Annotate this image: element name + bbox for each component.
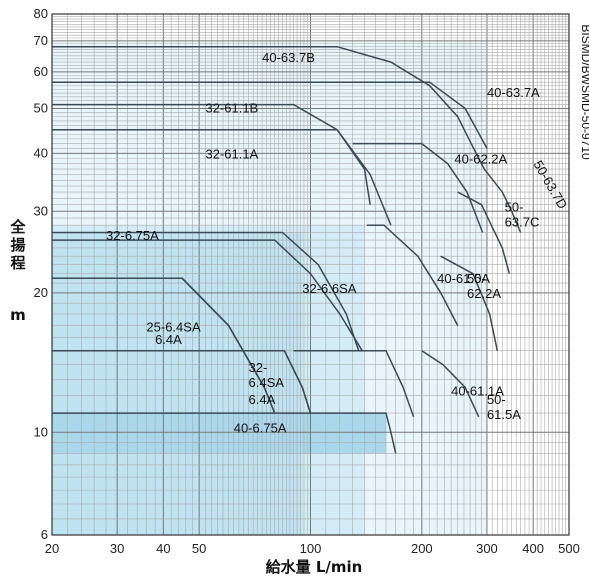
region-label-12: 50-61.5A	[487, 392, 521, 422]
tick-layer: 20 30 40 50 100 200 300 400 500 6 10 20 30 40 50 60 70 80	[34, 6, 580, 556]
region-label-0: 40-63.7B	[262, 50, 315, 65]
y-axis-title-line1: 全揚程	[9, 218, 26, 272]
y-tick-label: 60	[34, 64, 48, 79]
y-axis-title: 全揚程 m	[9, 218, 26, 324]
label-layer: 40-63.7B 40-63.7A 32-61.1B 32-61.1A 40-62.2A…	[106, 50, 570, 435]
plot-frame	[51, 13, 570, 536]
y-tick-label: 10	[34, 424, 48, 439]
x-tick-label: 40	[156, 541, 170, 556]
region-label-6: 50-63.7C	[505, 199, 540, 229]
region-label-8: 50-62.2A	[467, 271, 501, 301]
curve-50-63-7d-5	[470, 143, 522, 233]
curve-layer	[52, 45, 522, 454]
x-tick-label: 200	[411, 541, 433, 556]
y-tick-label: 80	[34, 6, 48, 21]
curve-40-63-7b-0	[52, 45, 472, 144]
region-label-9: 32-6.75A	[106, 228, 159, 243]
region-label-15: 32-6.4SA	[249, 360, 285, 390]
y-tick-label: 50	[34, 101, 48, 116]
region-label-16: 6.4A	[249, 392, 276, 407]
region-label-17: 40-6.75A	[234, 420, 287, 435]
region-label-4: 40-62.2A	[454, 152, 507, 167]
x-tick-label: 300	[476, 541, 498, 556]
fill-band-3	[52, 413, 386, 454]
curve-50-62-2a-8	[440, 255, 499, 351]
region-label-10: 32-6.6SA	[302, 281, 357, 296]
curve-50-63-7c-6	[457, 191, 511, 274]
curve-40-61-1a-11	[293, 349, 415, 418]
region-label-11: 40-61.1A	[451, 384, 504, 399]
curve-40-6-75a-17	[52, 412, 397, 454]
curve-40-63-7a-1	[52, 81, 488, 149]
curve-40-61-5a-7	[366, 224, 459, 326]
region-label-2: 32-61.1B	[205, 101, 258, 116]
y-tick-label: 30	[34, 203, 48, 218]
curve-32-6-6sa-10	[52, 239, 363, 352]
y-tick-label: 6	[41, 527, 48, 542]
y-tick-label: 40	[34, 145, 48, 160]
curve-32-61-1a-3	[52, 128, 371, 205]
region-label-14: 6.4A	[155, 332, 182, 347]
curve-6-4a-16	[52, 349, 312, 414]
region-label-3: 32-61.1A	[205, 147, 258, 162]
x-tick-label: 100	[300, 541, 322, 556]
x-tick-label: 50	[192, 541, 206, 556]
y-tick-label: 70	[34, 33, 48, 48]
y-axis-title-line2: m	[10, 306, 26, 324]
x-tick-label: 30	[110, 541, 124, 556]
curve-32-6-75a-9	[52, 231, 360, 351]
region-label-1: 40-63.7A	[487, 85, 540, 100]
region-label-7: 40-61.5A	[437, 271, 490, 286]
x-tick-label: 500	[558, 541, 580, 556]
model-code-label: BISMD/BWSMD-50-9710	[579, 24, 589, 160]
region-label-13: 25-6.4SA	[146, 320, 201, 335]
x-tick-label: 400	[522, 541, 544, 556]
y-tick-label: 20	[34, 285, 48, 300]
curve-6-4a-14	[52, 277, 276, 414]
x-tick-label: 20	[45, 541, 59, 556]
curve-50-61-5a-12	[421, 350, 480, 418]
x-axis-title: 給水量 L/min	[266, 558, 363, 576]
curve-40-62-2a-4	[352, 142, 484, 233]
